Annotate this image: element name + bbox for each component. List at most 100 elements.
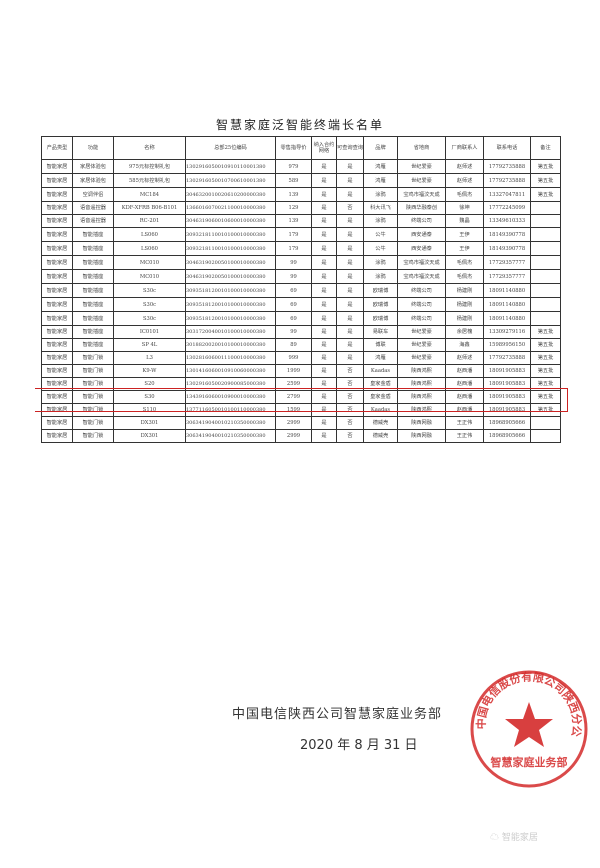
table-cell: 西安通泰 [397,241,446,256]
table-cell: 69 [275,283,312,298]
table-cell: 鸿雁 [363,159,398,174]
table-cell: 赵师述 [445,159,484,174]
table-row: 智能家居 智能插座 MC010 3046319020050100010000380 99… [41,269,561,284]
table-cell: 是 [311,311,337,326]
table-cell: 89 [275,338,312,352]
table-cell: 3046319020050100010000380 [185,269,276,284]
table-cell: 3018820020010100010000380 [185,338,276,352]
table-cell: 博联 [363,338,398,352]
table-row: 智能家居 家居体验包 585元标控制礼包 1302916050010700610001… [41,173,561,188]
table-cell: 否 [336,429,364,443]
table-cell: 是 [311,338,337,352]
table-cell: 是 [311,227,337,242]
table-cell: 18091140880 [483,283,531,298]
table-cell: 欧瑞博 [363,311,398,326]
table-cell: 智能插座 [72,297,114,312]
table-cell: 3093218110010100010000380 [185,227,276,242]
table-cell [530,283,561,298]
table-cell: 99 [275,325,312,339]
table-cell: 否 [336,416,364,430]
table-row: 智能家居 家居体验包 975元标控制礼包 1302916050010910110001… [41,159,561,174]
table-cell: 是 [336,173,364,188]
table-cell: 终端公司 [397,311,446,326]
table-cell: 是 [336,214,364,228]
table-cell: 69 [275,311,312,326]
table-cell: 语音遥控器 [72,214,114,228]
table-cell: 17729357777 [483,255,531,270]
table-cell: 第五批 [530,173,561,188]
table-cell [530,241,561,256]
table-cell: 13327047811 [483,187,531,202]
table-cell: 是 [336,159,364,174]
table-row: 智能家居 智能插座 LS060 3093218110010100010000380 17… [41,227,561,242]
table-cell: 终端公司 [397,214,446,228]
table-cell: 世纪爱豪 [397,159,446,174]
table-cell: 139 [275,187,312,202]
table-row: 智能家居 语音遥控器 RC-201 3046319060010600010000380… [41,214,561,228]
table-cell: 3046320010020610200000380 [185,187,276,202]
table-cell: IC0101 [113,325,186,339]
table-cell: 徐坤 [445,201,484,215]
table-cell: 是 [311,283,337,298]
table-cell: 是 [311,173,337,188]
table-cell: 余居槐 [445,325,484,339]
table-cell: 智能家居 [41,364,73,378]
table-cell: L3 [113,351,186,365]
table-cell: 2999 [275,429,312,443]
table-cell: 是 [311,255,337,270]
column-header: 纳入合约网络 [311,136,337,160]
table-cell: 18149390778 [483,227,531,242]
table-header-row: 产品类型 功能 名称 总部25位编码 零售指导价 纳入合约网络 可查询查询 品牌 省地商 厂商联系… [41,136,561,160]
table-cell: 99 [275,255,312,270]
table-cell: 179 [275,227,312,242]
table-cell: S30c [113,283,186,298]
table-cell: 魏晶 [445,214,484,228]
column-header: 零售指导价 [275,136,312,160]
watermark-text: 智能家居 [501,833,538,843]
table-cell: 是 [311,201,337,215]
table-cell: 13349610333 [483,214,531,228]
table-cell: 西安通泰 [397,227,446,242]
table-cell: 第五批 [530,187,561,202]
table-cell: 3063419040010210350000380 [185,416,276,430]
table-cell: MC010 [113,269,186,284]
table-cell: 是 [336,269,364,284]
table-cell: 是 [311,351,337,365]
table-cell: 589 [275,173,312,188]
table-cell: 智能插座 [72,241,114,256]
column-header: 功能 [72,136,114,160]
table-cell: 赵师述 [445,351,484,365]
table-cell: 15989956150 [483,338,531,352]
table-cell: 毛佩杰 [445,187,484,202]
table-cell: 999 [275,351,312,365]
table-cell: 宝鸡市福汶天成 [397,187,446,202]
star-icon [505,702,553,747]
table-cell: 第五批 [530,325,561,339]
table-row: 智能家居 智能插座 S30c 3093518120010100010000380 69 是… [41,311,561,326]
signature-department: 中国电信陕西公司智慧家庭业务部 [232,707,443,722]
table-cell: 3093518120010100010000380 [185,311,276,326]
table-cell: 是 [311,241,337,256]
table-cell: LS060 [113,241,186,256]
table-cell: 德威壳 [363,429,398,443]
table-cell: 智能门锁 [72,351,114,365]
table-cell: 欧瑞博 [363,297,398,312]
table-cell: 18091140880 [483,311,531,326]
table-cell: 智能插座 [72,255,114,270]
table-cell [530,201,561,215]
table-cell: 智能家居 [41,325,73,339]
document-title: 智慧家庭泛智能终端长名单 [215,118,384,132]
table-row: 智能家居 智能插座 S30c 3093518120010100010000380 69 是… [41,297,561,312]
table-cell: 是 [336,283,364,298]
table-cell: 欧瑞博 [363,283,398,298]
table-cell [530,429,561,443]
column-header: 品牌 [363,136,398,160]
signature-date: 2020 年 8 月 31 日 [300,738,418,753]
table-cell: 69 [275,297,312,312]
table-cell: 智能插座 [72,269,114,284]
table-cell: 第五批 [530,364,561,378]
table-cell: 智能插座 [72,325,114,339]
table-cell: 3063419040010210350000380 [185,429,276,443]
table-cell: 17792735888 [483,173,531,188]
table-cell: 王正伟 [445,429,484,443]
